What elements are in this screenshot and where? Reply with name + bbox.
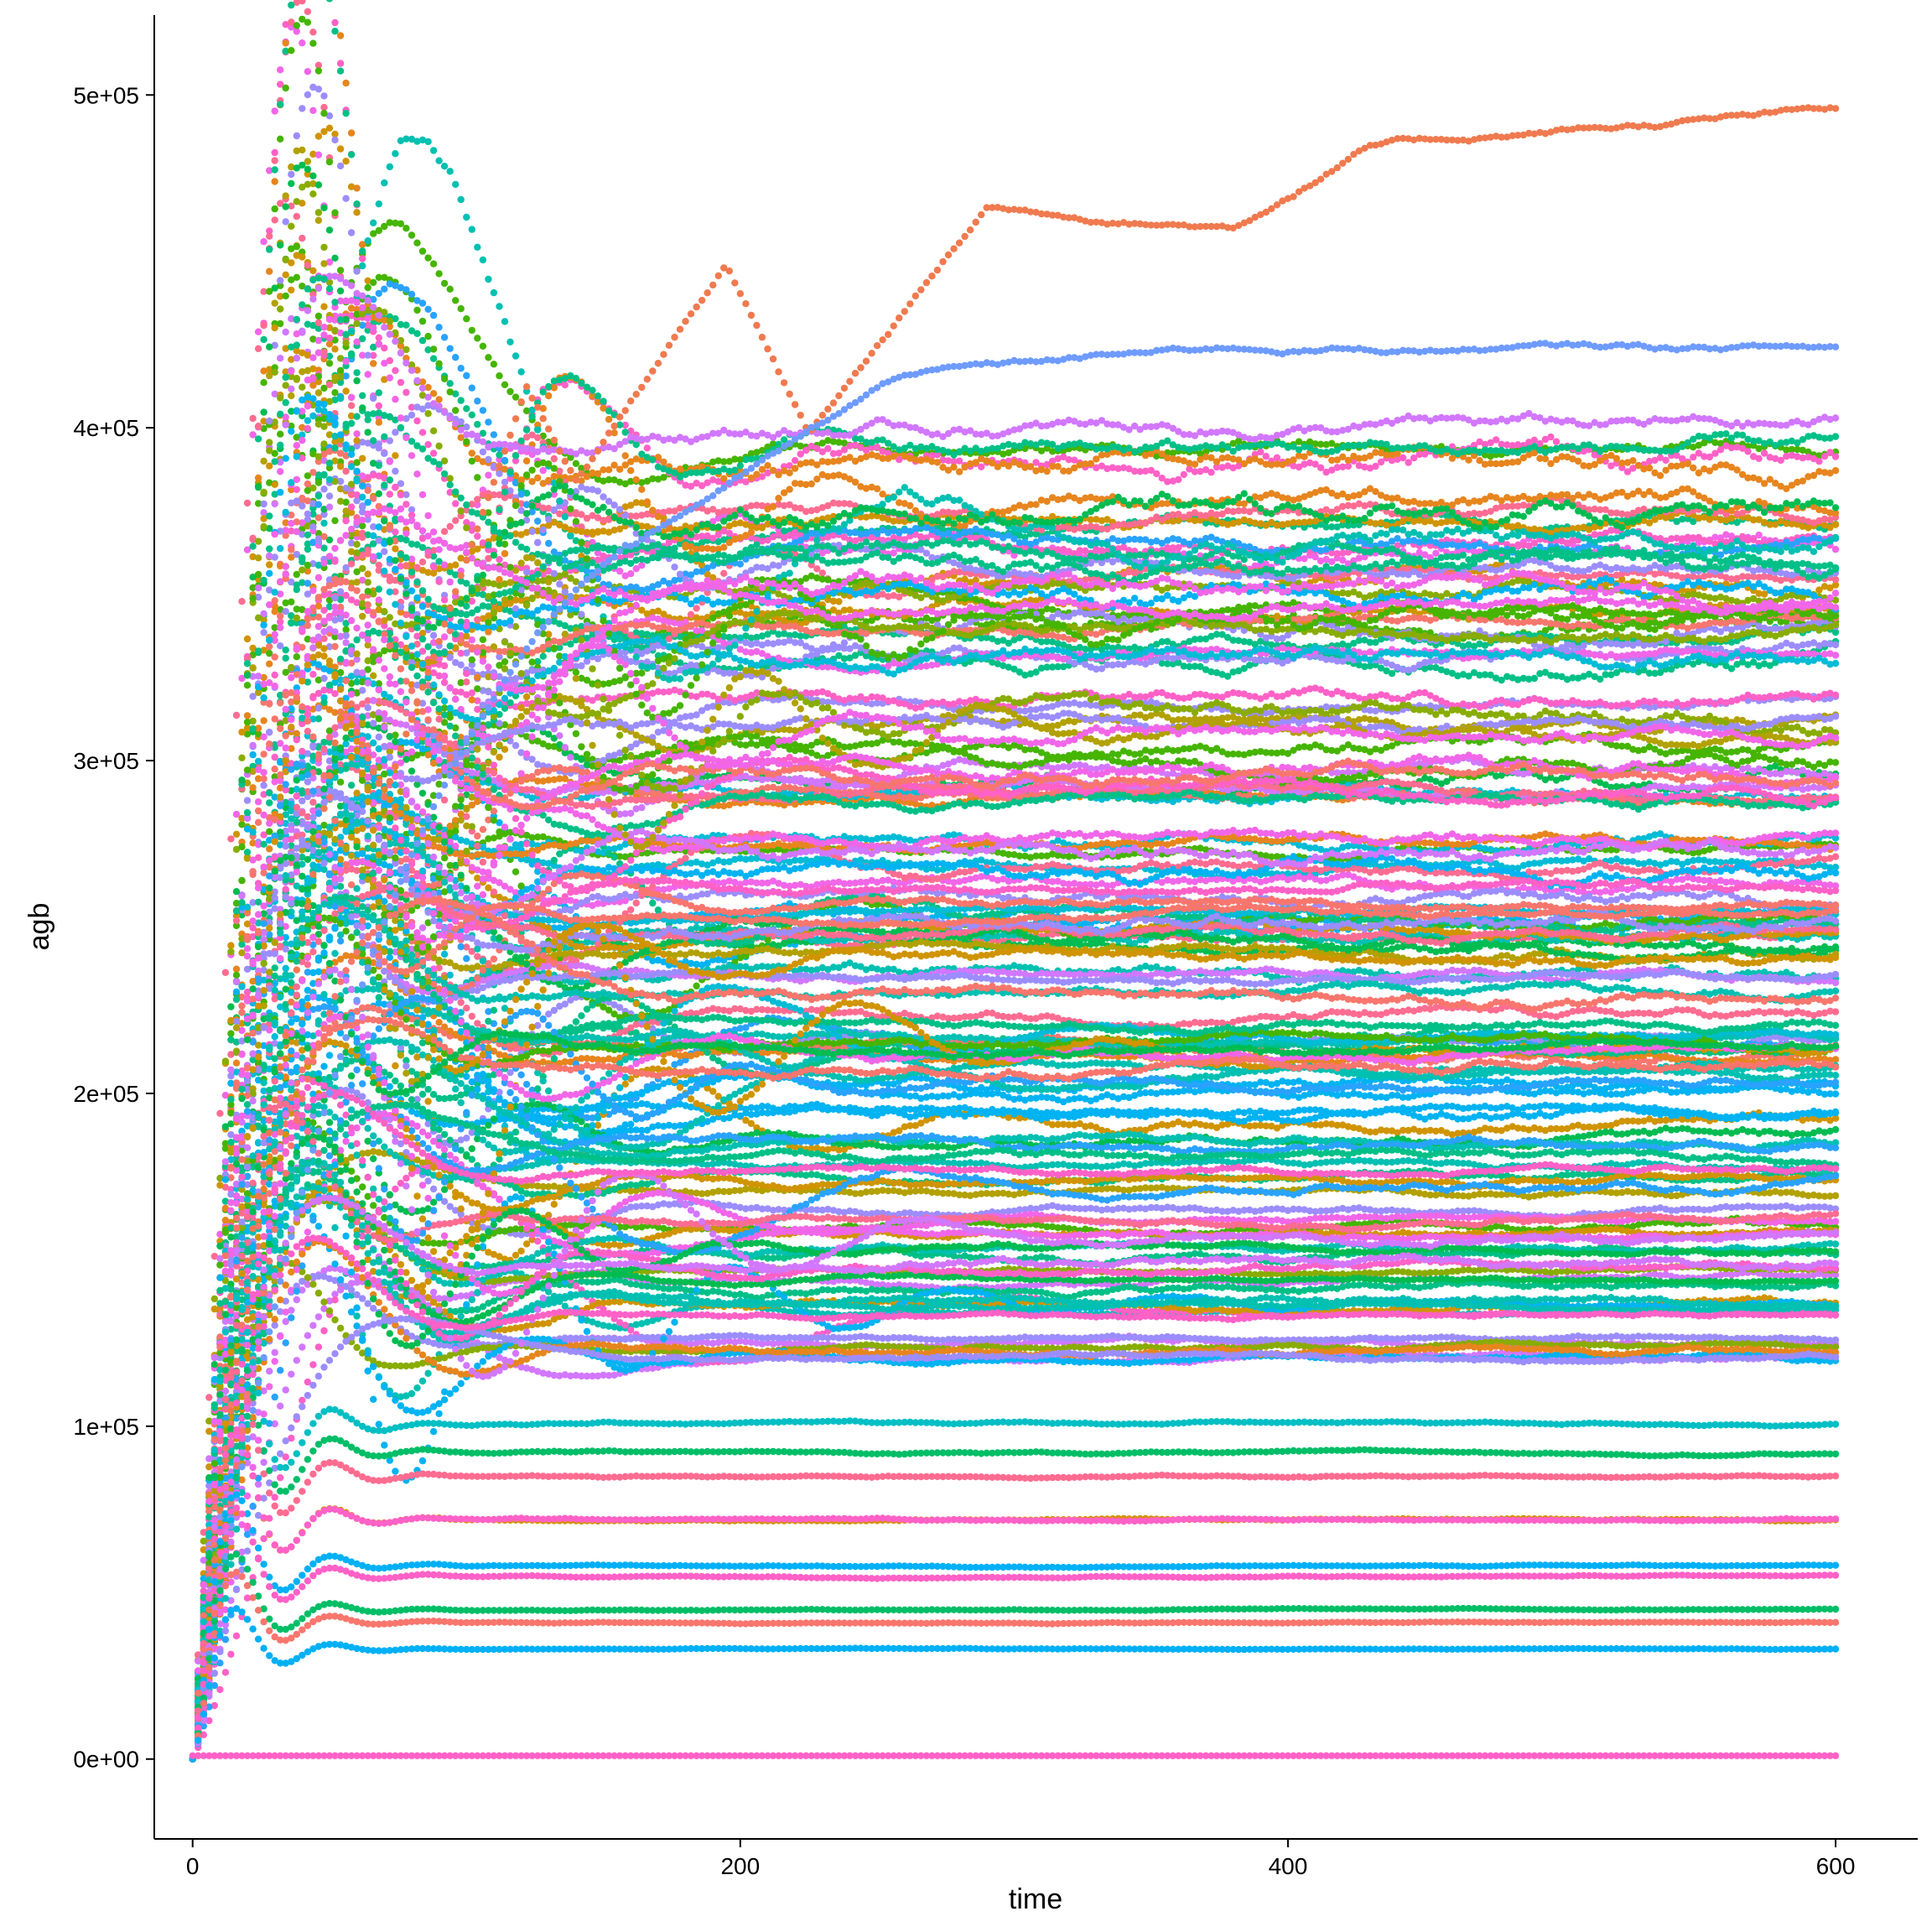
data-point xyxy=(288,287,294,293)
data-point xyxy=(458,1206,465,1213)
data-point xyxy=(528,756,535,762)
data-point xyxy=(326,504,333,511)
data-point xyxy=(469,657,475,663)
data-point xyxy=(320,1063,327,1070)
data-point xyxy=(326,492,333,499)
data-point xyxy=(556,732,563,739)
data-point xyxy=(424,1086,431,1093)
data-point xyxy=(512,742,519,749)
data-point xyxy=(326,1052,333,1058)
data-point xyxy=(272,481,278,488)
data-point xyxy=(244,682,251,688)
data-point xyxy=(463,1233,470,1239)
data-point xyxy=(480,636,486,643)
data-point xyxy=(567,754,574,761)
data-point xyxy=(458,1239,465,1245)
data-point xyxy=(283,329,289,335)
data-point xyxy=(562,744,569,750)
data-point xyxy=(1832,692,1839,699)
data-point xyxy=(309,799,316,806)
data-point xyxy=(326,125,333,132)
data-point xyxy=(342,158,349,164)
data-point xyxy=(293,243,300,250)
data-point xyxy=(627,810,634,817)
data-point xyxy=(315,132,322,139)
data-point xyxy=(835,598,842,605)
data-point xyxy=(523,693,530,700)
data-point xyxy=(277,355,283,361)
data-point xyxy=(523,1081,530,1088)
plot-area xyxy=(190,0,1840,1763)
data-point xyxy=(353,209,360,216)
data-point xyxy=(227,1030,234,1036)
data-point xyxy=(370,1202,377,1208)
data-point xyxy=(517,1248,524,1254)
data-point xyxy=(266,561,273,568)
data-point xyxy=(288,599,294,605)
data-point xyxy=(551,1201,558,1208)
data-point xyxy=(709,1088,716,1094)
data-point xyxy=(315,313,322,319)
data-point xyxy=(419,924,426,931)
data-point xyxy=(255,584,262,591)
data-point xyxy=(441,679,448,686)
data-point xyxy=(277,431,283,438)
data-point xyxy=(392,452,398,459)
data-point xyxy=(337,145,344,152)
data-point xyxy=(430,1186,437,1192)
data-point xyxy=(517,1072,524,1078)
data-point xyxy=(392,468,398,475)
data-point xyxy=(458,943,465,950)
data-point xyxy=(578,756,584,763)
data-point xyxy=(337,779,344,786)
data-point xyxy=(463,955,470,962)
data-point xyxy=(496,754,502,761)
data-point xyxy=(216,1261,223,1268)
data-point xyxy=(638,804,645,811)
data-point xyxy=(424,1098,431,1104)
data-point xyxy=(501,746,508,753)
data-point xyxy=(359,1183,366,1190)
